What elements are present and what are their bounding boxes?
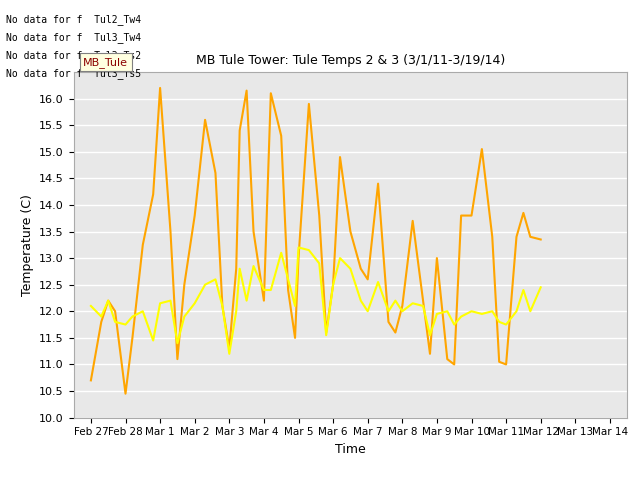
Tul2_Ts-8	[87, 303, 95, 309]
Tul2_Ts-8	[502, 322, 510, 327]
Tul2_Ts-8	[225, 351, 233, 357]
Text: No data for f  Tul3_Tw4: No data for f Tul3_Tw4	[6, 32, 141, 43]
Tul2_Ts-8	[173, 340, 181, 346]
Tul2_Ts-2	[122, 391, 129, 396]
Tul2_Ts-2	[156, 85, 164, 91]
Legend: Tul2_Ts-2, Tul2_Ts-8: Tul2_Ts-2, Tul2_Ts-8	[239, 476, 462, 480]
Text: No data for f  Tul3_Ts5: No data for f Tul3_Ts5	[6, 68, 141, 79]
Tul2_Ts-2	[502, 361, 510, 367]
Tul2_Ts-8	[139, 308, 147, 314]
Tul2_Ts-2	[537, 237, 545, 242]
Text: MB_Tule: MB_Tule	[83, 57, 128, 68]
Line: Tul2_Ts-8: Tul2_Ts-8	[91, 248, 541, 354]
Tul2_Ts-8	[537, 285, 545, 290]
Text: No data for f  Tul3_Ts2: No data for f Tul3_Ts2	[6, 50, 141, 61]
Tul2_Ts-8	[527, 308, 534, 314]
Tul2_Ts-2	[87, 377, 95, 383]
Tul2_Ts-2	[191, 213, 198, 218]
Tul2_Ts-2	[149, 192, 157, 197]
Tul2_Ts-8	[294, 245, 302, 251]
Tul2_Ts-2	[218, 303, 226, 309]
Text: No data for f  Tul2_Tw4: No data for f Tul2_Tw4	[6, 13, 141, 24]
Tul2_Ts-2	[267, 90, 275, 96]
Y-axis label: Temperature (C): Temperature (C)	[20, 194, 33, 296]
Title: MB Tule Tower: Tule Temps 2 & 3 (3/1/11-3/19/14): MB Tule Tower: Tule Temps 2 & 3 (3/1/11-…	[196, 54, 505, 67]
Tul2_Ts-2	[527, 234, 534, 240]
Line: Tul2_Ts-2: Tul2_Ts-2	[91, 88, 541, 394]
Tul2_Ts-8	[260, 287, 268, 293]
X-axis label: Time: Time	[335, 443, 366, 456]
Tul2_Ts-8	[201, 282, 209, 288]
